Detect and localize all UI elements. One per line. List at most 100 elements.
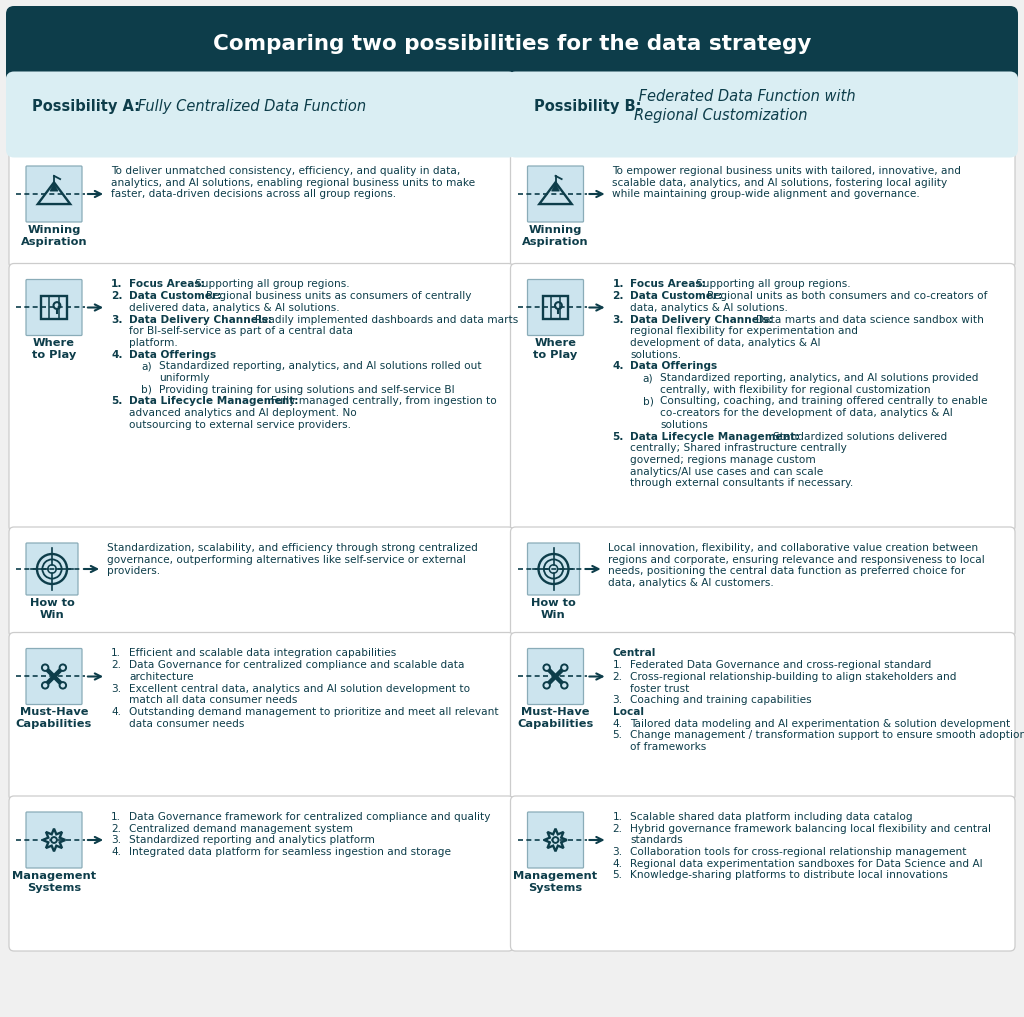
Text: Regional business units as consumers of centrally: Regional business units as consumers of … xyxy=(206,291,471,301)
FancyBboxPatch shape xyxy=(527,812,584,868)
Polygon shape xyxy=(50,182,58,191)
Text: Coaching and training capabilities: Coaching and training capabilities xyxy=(631,696,812,706)
Text: Comparing two possibilities for the data strategy: Comparing two possibilities for the data… xyxy=(213,34,811,54)
Text: Standardized solutions delivered: Standardized solutions delivered xyxy=(773,431,947,441)
Text: Local innovation, flexibility, and collaborative value creation between: Local innovation, flexibility, and colla… xyxy=(608,543,979,553)
Text: Must-Have
Capabilities: Must-Have Capabilities xyxy=(16,708,92,729)
FancyBboxPatch shape xyxy=(9,633,513,800)
FancyBboxPatch shape xyxy=(9,149,513,268)
Text: foster trust: foster trust xyxy=(631,683,690,694)
Text: 1.: 1. xyxy=(612,660,623,670)
Text: Regional units as both consumers and co-creators of: Regional units as both consumers and co-… xyxy=(708,291,987,301)
Text: 4.: 4. xyxy=(111,707,121,717)
Text: Possibility B:: Possibility B: xyxy=(534,99,641,114)
Circle shape xyxy=(544,664,550,671)
FancyBboxPatch shape xyxy=(511,633,1015,800)
Text: data, analytics & AI solutions.: data, analytics & AI solutions. xyxy=(631,303,788,313)
Text: 4.: 4. xyxy=(111,350,123,360)
FancyBboxPatch shape xyxy=(26,166,82,222)
Text: Fully Centralized Data Function: Fully Centralized Data Function xyxy=(133,99,366,114)
Text: 4.: 4. xyxy=(111,847,121,857)
Text: governance, outperforming alternatives like self-service or external: governance, outperforming alternatives l… xyxy=(106,554,466,564)
Text: Centralized demand management system: Centralized demand management system xyxy=(129,824,353,834)
Text: Data marts and data science sandbox with: Data marts and data science sandbox with xyxy=(757,314,984,324)
Text: analytics/AI use cases and can scale: analytics/AI use cases and can scale xyxy=(631,467,823,477)
Text: Tailored data modeling and AI experimentation & solution development: Tailored data modeling and AI experiment… xyxy=(631,719,1011,729)
Text: Scalable shared data platform including data catalog: Scalable shared data platform including … xyxy=(631,812,913,822)
Text: Data Lifecycle Management:: Data Lifecycle Management: xyxy=(129,397,299,407)
FancyBboxPatch shape xyxy=(527,280,584,336)
Circle shape xyxy=(561,682,567,689)
Text: Change management / transformation support to ensure smooth adoption: Change management / transformation suppo… xyxy=(631,730,1024,740)
Text: Collaboration tools for cross-regional relationship management: Collaboration tools for cross-regional r… xyxy=(631,847,967,857)
Circle shape xyxy=(42,664,48,671)
Text: Hybrid governance framework balancing local flexibility and central: Hybrid governance framework balancing lo… xyxy=(631,824,991,834)
Text: a): a) xyxy=(141,361,152,371)
Text: centrally; Shared infrastructure centrally: centrally; Shared infrastructure central… xyxy=(631,443,848,454)
Text: Data Delivery Channels:: Data Delivery Channels: xyxy=(129,314,272,324)
Text: 3.: 3. xyxy=(612,696,623,706)
Text: Standardized reporting and analytics platform: Standardized reporting and analytics pla… xyxy=(129,835,375,845)
FancyBboxPatch shape xyxy=(511,796,1015,951)
Text: Focus Areas:: Focus Areas: xyxy=(129,280,205,290)
Text: match all data consumer needs: match all data consumer needs xyxy=(129,696,297,706)
Text: data, analytics & AI customers.: data, analytics & AI customers. xyxy=(608,578,774,588)
Text: solutions.: solutions. xyxy=(631,350,682,360)
Text: Regional data experimentation sandboxes for Data Science and AI: Regional data experimentation sandboxes … xyxy=(631,858,983,869)
Text: Winning
Aspiration: Winning Aspiration xyxy=(20,225,87,247)
Text: Where
to Play: Where to Play xyxy=(32,339,76,360)
Text: 2.: 2. xyxy=(612,672,623,682)
FancyBboxPatch shape xyxy=(9,796,513,951)
Circle shape xyxy=(42,682,48,689)
FancyBboxPatch shape xyxy=(527,166,584,222)
Text: 1.: 1. xyxy=(111,280,123,290)
Text: b): b) xyxy=(642,397,653,407)
Text: 1.: 1. xyxy=(612,812,623,822)
Text: architecture: architecture xyxy=(129,672,194,682)
Text: 5.: 5. xyxy=(612,871,623,881)
Text: Winning
Aspiration: Winning Aspiration xyxy=(522,225,589,247)
Text: for BI-self-service as part of a central data: for BI-self-service as part of a central… xyxy=(129,326,353,337)
Text: Standardized reporting, analytics, and AI solutions rolled out: Standardized reporting, analytics, and A… xyxy=(159,361,481,371)
Text: advanced analytics and AI deployment. No: advanced analytics and AI deployment. No xyxy=(129,408,356,418)
Text: Data Governance for centralized compliance and scalable data: Data Governance for centralized complian… xyxy=(129,660,465,670)
Text: Excellent central data, analytics and AI solution development to: Excellent central data, analytics and AI… xyxy=(129,683,470,694)
Text: 2.: 2. xyxy=(111,660,121,670)
Text: delivered data, analytics & AI solutions.: delivered data, analytics & AI solutions… xyxy=(129,303,340,313)
Text: Readily implemented dashboards and data marts: Readily implemented dashboards and data … xyxy=(255,314,518,324)
Text: Focus Areas:: Focus Areas: xyxy=(631,280,707,290)
Text: Data Customer:: Data Customer: xyxy=(631,291,723,301)
Text: needs, positioning the central data function as preferred choice for: needs, positioning the central data func… xyxy=(608,566,966,577)
FancyBboxPatch shape xyxy=(511,527,1015,637)
Circle shape xyxy=(561,664,567,671)
Circle shape xyxy=(59,682,67,689)
Text: platform.: platform. xyxy=(129,338,178,348)
Text: 2.: 2. xyxy=(111,291,123,301)
Text: 4.: 4. xyxy=(612,719,623,729)
Text: 4.: 4. xyxy=(612,858,623,869)
Text: b): b) xyxy=(141,384,152,395)
Text: Management
Systems: Management Systems xyxy=(12,871,96,893)
Text: 1.: 1. xyxy=(111,649,121,658)
Text: 3.: 3. xyxy=(612,314,624,324)
Circle shape xyxy=(544,682,550,689)
Polygon shape xyxy=(552,182,559,191)
Text: Data Delivery Channels:: Data Delivery Channels: xyxy=(631,314,773,324)
Text: 5.: 5. xyxy=(612,431,624,441)
Text: data consumer needs: data consumer needs xyxy=(129,719,245,729)
FancyBboxPatch shape xyxy=(6,71,516,158)
FancyBboxPatch shape xyxy=(26,812,82,868)
Text: co-creators for the development of data, analytics & AI: co-creators for the development of data,… xyxy=(660,408,953,418)
Text: Where
to Play: Where to Play xyxy=(534,339,578,360)
Text: of frameworks: of frameworks xyxy=(631,742,707,753)
Text: Providing training for using solutions and self-service BI: Providing training for using solutions a… xyxy=(159,384,455,395)
Text: Integrated data platform for seamless ingestion and storage: Integrated data platform for seamless in… xyxy=(129,847,451,857)
Text: 2.: 2. xyxy=(111,824,121,834)
Text: 3.: 3. xyxy=(111,835,121,845)
Text: analytics, and AI solutions, enabling regional business units to make: analytics, and AI solutions, enabling re… xyxy=(111,178,475,188)
Text: How to
Win: How to Win xyxy=(531,598,575,620)
Text: Outstanding demand management to prioritize and meet all relevant: Outstanding demand management to priorit… xyxy=(129,707,499,717)
Text: Fully managed centrally, from ingestion to: Fully managed centrally, from ingestion … xyxy=(271,397,497,407)
Text: Data Lifecycle Management:: Data Lifecycle Management: xyxy=(631,431,800,441)
Text: Local: Local xyxy=(612,707,643,717)
